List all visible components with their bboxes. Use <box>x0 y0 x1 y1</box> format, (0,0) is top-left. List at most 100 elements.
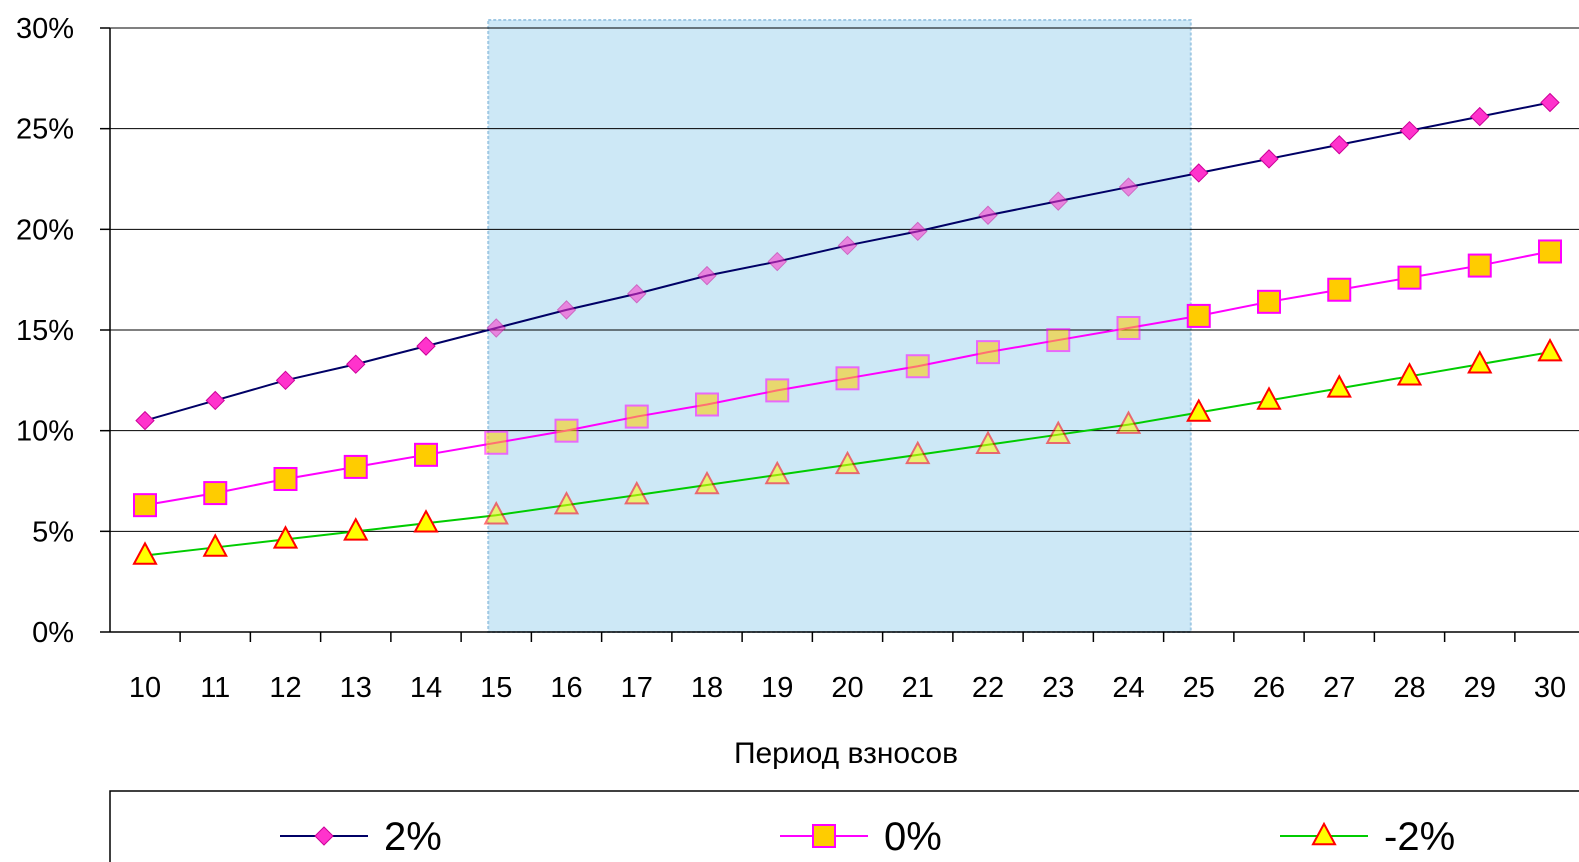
data-point <box>486 318 506 338</box>
data-point <box>697 265 717 286</box>
x-tick-label: 25 <box>1183 672 1215 704</box>
data-point <box>835 366 860 391</box>
data-point <box>764 460 790 485</box>
legend-label: -2% <box>1384 815 1455 859</box>
y-tick-label: 20% <box>16 214 74 246</box>
data-point <box>908 221 928 242</box>
data-point <box>414 442 438 467</box>
data-point <box>275 370 296 391</box>
data-point <box>343 517 369 541</box>
data-point <box>837 235 858 256</box>
gridlines <box>110 27 1579 532</box>
data-point <box>346 354 366 374</box>
legend-marker <box>1311 821 1337 846</box>
data-point <box>1396 362 1423 386</box>
legend: 2% 0% -2% <box>109 790 1579 862</box>
series-markers <box>132 92 1563 565</box>
data-point <box>694 470 720 495</box>
data-point <box>1467 350 1493 374</box>
highlight-region <box>487 19 1192 633</box>
data-point <box>1048 191 1068 211</box>
data-point <box>1538 239 1562 264</box>
y-tick-label: 30% <box>16 13 74 45</box>
data-point <box>1399 120 1420 141</box>
y-tick-label: 0% <box>32 617 74 649</box>
data-point <box>1537 337 1563 362</box>
data-point <box>978 205 998 225</box>
data-point <box>272 525 299 549</box>
data-point <box>205 390 225 411</box>
x-tick-label: 20 <box>831 672 863 704</box>
x-tick-label: 28 <box>1393 672 1425 704</box>
data-point <box>976 340 1000 365</box>
x-tick-label: 27 <box>1323 672 1355 704</box>
data-point <box>1397 265 1422 290</box>
data-point <box>1116 315 1141 340</box>
data-point <box>135 410 155 431</box>
y-tick-label: 10% <box>16 416 74 448</box>
data-point <box>1540 92 1560 113</box>
y-tick-label: 15% <box>16 315 74 347</box>
x-tick-label: 21 <box>902 672 934 704</box>
data-point <box>132 541 158 565</box>
data-point <box>554 418 579 443</box>
x-tick-label: 14 <box>410 672 442 704</box>
data-point <box>1256 386 1282 410</box>
data-point <box>343 454 368 479</box>
legend-label: 2% <box>384 815 442 859</box>
x-tick-label: 29 <box>1464 672 1496 704</box>
axes: 0% 5% 10% 15% 20% 25% 30% 10 11 12 13 14 15 16 17 18 19 2… <box>16 13 1579 704</box>
x-tick-label: 15 <box>480 672 512 704</box>
data-point <box>767 251 787 272</box>
legend-label: 0% <box>884 815 942 859</box>
data-point <box>273 466 298 491</box>
data-point <box>133 493 157 518</box>
data-point <box>1329 135 1349 155</box>
x-tick-label: 23 <box>1042 672 1074 704</box>
legend-marker <box>812 824 836 848</box>
x-tick-label: 12 <box>269 672 301 704</box>
x-tick-label: 19 <box>761 672 793 704</box>
x-tick-label: 22 <box>972 672 1004 704</box>
x-tick-label: 26 <box>1253 672 1285 704</box>
data-point <box>627 284 647 304</box>
data-point <box>483 501 509 525</box>
x-tick-label: 24 <box>1112 672 1144 704</box>
data-point <box>905 440 931 465</box>
data-point <box>1186 303 1211 328</box>
x-tick-label: 11 <box>200 672 230 704</box>
y-tick-label: 25% <box>16 114 74 146</box>
data-point <box>1118 177 1139 197</box>
data-point <box>1115 410 1142 434</box>
x-tick-label: 10 <box>129 672 161 704</box>
x-tick-label: 18 <box>691 672 723 704</box>
data-point <box>1045 420 1071 444</box>
data-point <box>975 430 1001 455</box>
x-tick-label: 30 <box>1534 672 1566 704</box>
data-point <box>484 430 509 455</box>
data-point <box>1186 398 1212 422</box>
data-point <box>624 404 649 429</box>
data-point <box>905 354 930 379</box>
x-axis-title: Период взносов <box>734 737 958 770</box>
legend-box <box>109 790 1579 862</box>
data-point <box>834 450 861 475</box>
data-point <box>1470 106 1490 127</box>
data-point <box>695 392 719 417</box>
legend-marker <box>314 826 334 846</box>
data-point <box>1257 289 1281 314</box>
data-point <box>1189 163 1209 183</box>
data-point <box>553 490 580 515</box>
data-point <box>1327 277 1352 302</box>
data-point <box>624 480 650 505</box>
data-point <box>1467 253 1492 278</box>
y-tick-label: 5% <box>32 516 74 548</box>
data-point <box>556 300 577 320</box>
data-point <box>203 481 228 506</box>
x-tick-label: 17 <box>621 672 653 704</box>
x-tick-label: 16 <box>550 672 582 704</box>
data-point <box>1326 374 1352 398</box>
data-point <box>413 509 439 533</box>
data-point <box>416 336 436 356</box>
